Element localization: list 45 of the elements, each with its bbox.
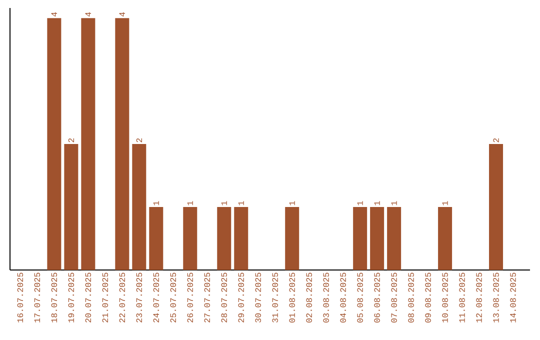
- x-tick-label: 19.07.2025: [68, 272, 74, 322]
- x-tick-label: 29.07.2025: [238, 272, 244, 322]
- x-tick-label: 06.08.2025: [374, 272, 380, 322]
- x-tick-label: 26.07.2025: [187, 272, 193, 322]
- x-tick-label: 13.08.2025: [493, 272, 499, 322]
- x-tick-label: 28.07.2025: [221, 272, 227, 322]
- x-tick-label: 12.08.2025: [476, 272, 482, 322]
- data-label: 1: [238, 201, 244, 206]
- data-label: 1: [442, 201, 448, 206]
- x-tick-label: 18.07.2025: [51, 272, 58, 322]
- data-label: 2: [493, 138, 499, 142]
- x-tick-label: 25.07.2025: [170, 272, 176, 322]
- x-tick-label: 24.07.2025: [153, 272, 160, 322]
- x-tick-label: 30.07.2025: [255, 272, 261, 322]
- x-tick-label: 27.07.2025: [204, 272, 210, 322]
- x-tick-label: 09.08.2025: [425, 272, 431, 322]
- x-tick-label: 04.08.2025: [340, 272, 346, 322]
- x-tick-label: 17.07.2025: [34, 272, 40, 322]
- x-tick-label: 05.08.2025: [357, 272, 363, 322]
- data-label: 4: [51, 12, 57, 16]
- x-tick-label: 07.08.2025: [391, 272, 397, 322]
- data-label: 1: [153, 201, 159, 206]
- data-label: 2: [68, 138, 74, 142]
- data-label: 1: [187, 201, 193, 206]
- x-tick-label: 10.08.2025: [442, 272, 448, 322]
- x-tick-label: 02.08.2025: [306, 272, 312, 322]
- data-label: 1: [357, 201, 363, 206]
- data-label: 4: [85, 12, 91, 16]
- x-tick-label: 20.07.2025: [85, 272, 92, 322]
- data-label: 4: [119, 12, 125, 16]
- x-tick-label: 01.08.2025: [289, 272, 295, 322]
- data-label: 2: [136, 138, 142, 142]
- x-tick-label: 31.07.2025: [272, 272, 278, 322]
- data-label: 1: [374, 201, 380, 206]
- x-tick-label: 21.07.2025: [102, 272, 108, 322]
- data-label: 1: [391, 201, 397, 206]
- x-tick-label: 14.08.2025: [510, 272, 516, 322]
- x-tick-label: 11.08.2025: [459, 272, 465, 322]
- x-tick-label: 03.08.2025: [323, 272, 329, 322]
- x-tick-label: 22.07.2025: [119, 272, 126, 322]
- x-tick-label: 16.07.2025: [17, 272, 24, 322]
- data-label: 1: [289, 201, 295, 206]
- x-tick-label: 08.08.2025: [408, 272, 414, 322]
- data-label: 1: [221, 201, 227, 206]
- x-tick-label: 23.07.2025: [136, 272, 142, 322]
